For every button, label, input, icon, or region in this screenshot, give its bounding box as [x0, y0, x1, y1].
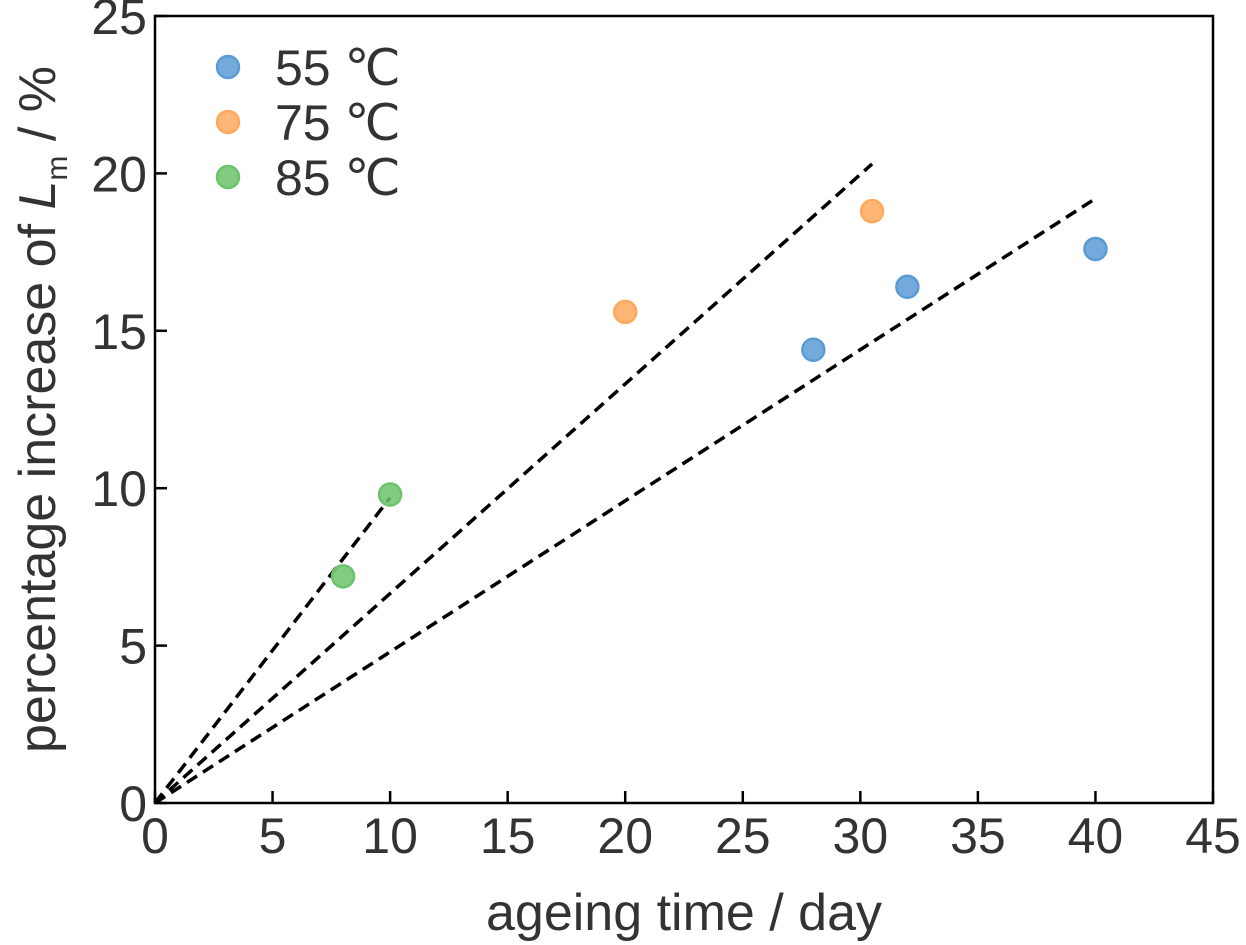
data-point — [330, 564, 356, 589]
x-tick-label: 45 — [1185, 808, 1241, 864]
plot-frame — [153, 14, 1215, 805]
y-axis-label-prefix: percentage increase of — [9, 210, 67, 753]
x-tick-label: 0 — [141, 808, 169, 864]
fit-line — [153, 162, 874, 805]
y-tick-label: 10 — [91, 461, 147, 517]
x-tick-label: 30 — [833, 808, 889, 864]
x-tick-label: 10 — [362, 808, 418, 864]
x-tick-label: 15 — [480, 808, 536, 864]
y-axis-label: percentage increase of Lm / % — [9, 66, 74, 753]
x-axis-ticks: 0 5 10 15 20 25 30 35 40 45 — [141, 791, 1241, 864]
data-point — [1083, 236, 1108, 262]
y-tick-label: 15 — [91, 304, 147, 360]
fit-line — [154, 197, 1097, 805]
x-axis-label: ageing time / day — [486, 884, 882, 942]
legend: 55 ℃75 ℃85 ℃ — [215, 40, 401, 206]
data-point — [377, 482, 403, 507]
data-point — [859, 198, 885, 224]
legend-label: 85 ℃ — [275, 150, 401, 206]
fit-lines — [153, 162, 1097, 805]
legend-label: 75 ℃ — [275, 95, 401, 151]
x-tick-label: 5 — [259, 808, 287, 864]
y-tick-label: 20 — [91, 146, 147, 202]
legend-marker — [215, 164, 241, 190]
data-point — [895, 274, 920, 299]
x-tick-label: 35 — [950, 808, 1006, 864]
y-axis-ticks: 0 5 10 15 20 25 — [91, 0, 167, 832]
legend-label: 55 ℃ — [275, 40, 401, 96]
y-tick-label: 25 — [91, 0, 147, 45]
legend-marker — [215, 109, 241, 135]
data-point — [612, 299, 638, 325]
y-tick-label: 0 — [119, 776, 147, 832]
y-tick-label: 5 — [119, 619, 147, 675]
data-points — [330, 198, 1108, 589]
legend-marker — [215, 54, 241, 80]
y-axis-label-symbol: L — [9, 181, 67, 210]
fit-line — [153, 496, 392, 805]
x-tick-label: 40 — [1068, 808, 1124, 864]
data-point — [801, 337, 826, 362]
y-axis-label-suffix: / % — [9, 66, 67, 156]
y-axis-label-subscript: m — [41, 156, 74, 181]
x-tick-label: 25 — [715, 808, 771, 864]
x-tick-label: 20 — [597, 808, 653, 864]
